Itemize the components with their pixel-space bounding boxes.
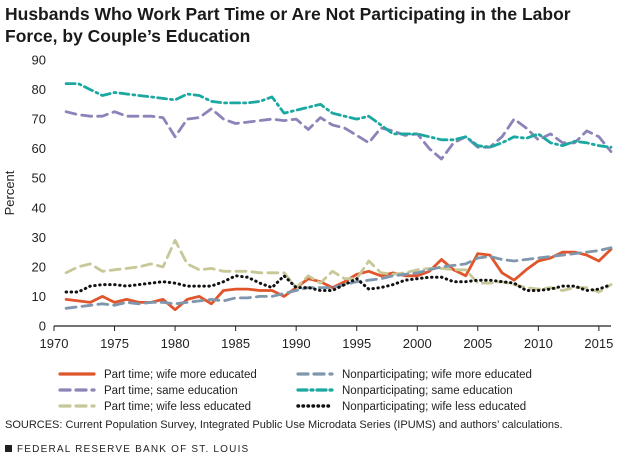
series-line-part-time-wife-more-educated — [64, 247, 613, 312]
legend-label: Nonparticipating; wife less educated — [342, 401, 526, 413]
legend-label: Part time; wife more educated — [104, 369, 257, 381]
x-tick-label: 2010 — [524, 336, 553, 351]
legend-label: Part time; same education — [104, 385, 238, 397]
x-tick-label: 1990 — [282, 336, 311, 351]
sources-note: SOURCES: Current Population Survey, Inte… — [5, 419, 563, 431]
y-tick-label: 30 — [32, 230, 46, 245]
series-line-nonparticipating-wife-less-educated — [64, 274, 613, 294]
x-tick-label: 1975 — [100, 336, 129, 351]
y-axis-title: Percent — [2, 170, 17, 215]
footer-label: FEDERAL RESERVE BANK OF ST. LOUIS — [17, 444, 250, 455]
y-tick-label: 20 — [32, 259, 46, 274]
legend-label: Nonparticipating; same education — [342, 385, 513, 397]
legend-label: Nonparticipating; wife more educated — [342, 369, 532, 381]
series-line-nonparticipating-same-education — [64, 82, 613, 149]
chart-series-layer — [64, 82, 613, 312]
chart-title: Husbands Who Work Part Time or Are Not P… — [5, 4, 571, 46]
y-tick-label: 90 — [32, 53, 46, 68]
x-tick-label: 1995 — [342, 336, 371, 351]
chart-axes: 0 10 20 30 40 50 60 70 80 90 1970 1975 1980 1985 1990 1… — [2, 53, 613, 352]
footer-square-icon — [5, 445, 12, 452]
x-tick-label: 2005 — [463, 336, 492, 351]
y-tick-label: 80 — [32, 82, 46, 97]
y-tick-label: 60 — [32, 141, 46, 156]
series-line-nonparticipating-wife-more-educated — [64, 246, 613, 310]
x-tick-label: 1980 — [161, 336, 190, 351]
y-tick-label: 40 — [32, 200, 46, 215]
y-tick-label: 70 — [32, 112, 46, 127]
x-tick-label: 1970 — [40, 336, 69, 351]
x-tick-label: 2015 — [584, 336, 613, 351]
x-tick-label: 1985 — [221, 336, 250, 351]
x-tick-label: 2000 — [403, 336, 432, 351]
chart-legend: Part time; wife more educated Part time; … — [58, 369, 532, 413]
series-line-part-time-same-education — [64, 107, 613, 161]
y-tick-label: 10 — [32, 289, 46, 304]
legend-label: Part time; wife less educated — [104, 401, 251, 413]
footer: FEDERAL RESERVE BANK OF ST. LOUIS — [5, 444, 249, 455]
y-tick-label: 0 — [39, 319, 46, 334]
y-tick-label: 50 — [32, 171, 46, 186]
